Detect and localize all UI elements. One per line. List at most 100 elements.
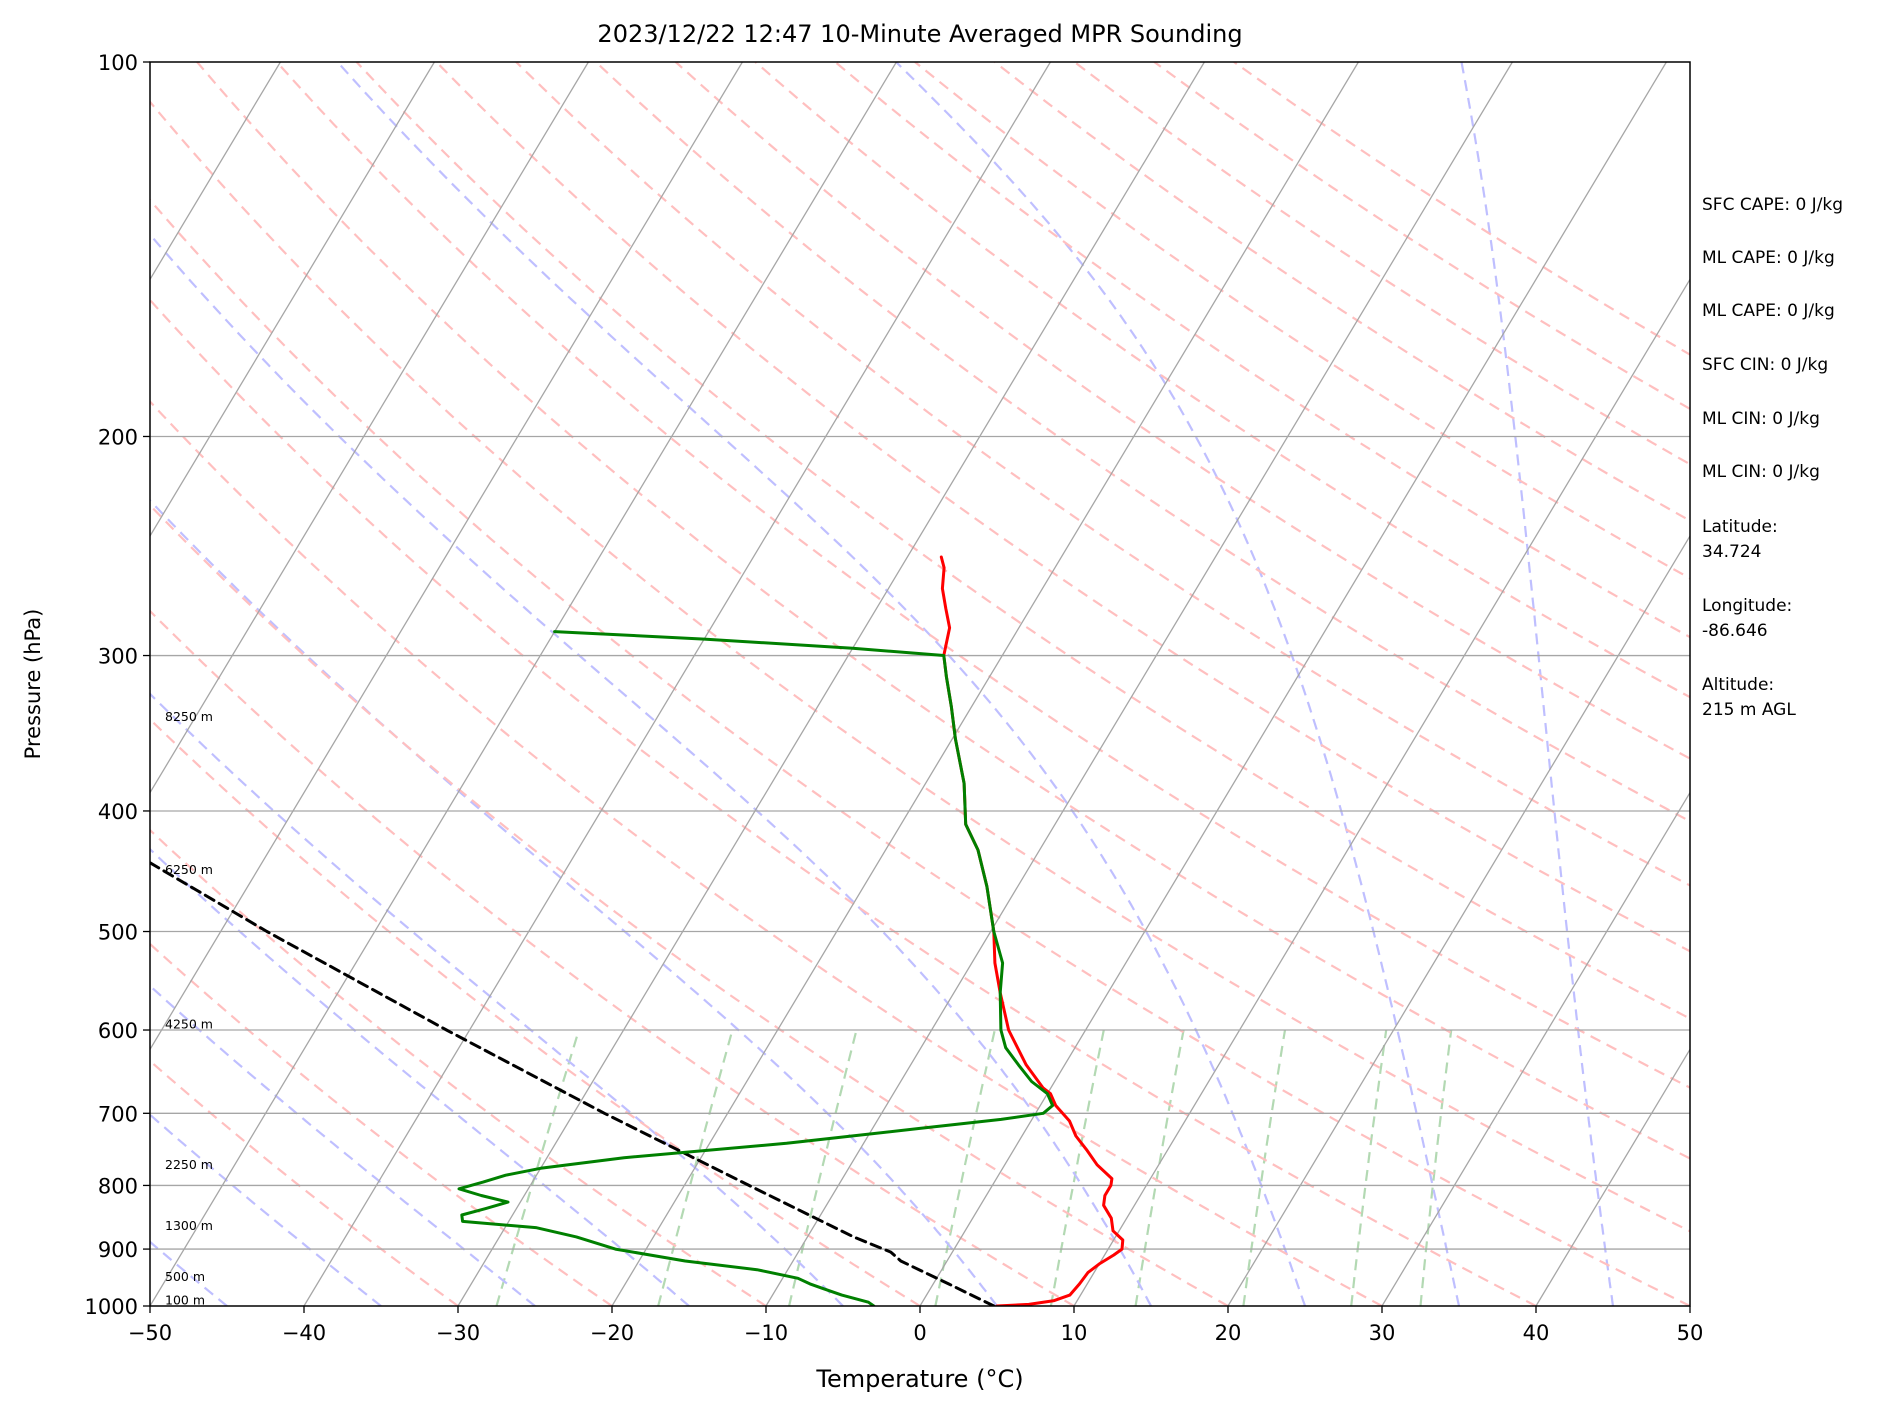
mixing-ratio-line <box>1419 1029 1453 1306</box>
dry-adiabat-line <box>435 62 1690 953</box>
mixing-ratio-line <box>1350 1029 1388 1306</box>
dry-adiabat-line <box>150 198 1690 1306</box>
x-tick-label: 0 <box>913 1321 926 1345</box>
mixing-ratio-line <box>788 1029 858 1306</box>
y-axis-label: Pressure (hPa) <box>21 609 45 760</box>
dry-adiabat-line <box>150 828 767 1306</box>
mixing-ratio-line <box>495 1029 580 1306</box>
parcel-line <box>150 861 996 1306</box>
y-tick-label: 400 <box>98 800 138 824</box>
moist-adiabat-line <box>150 498 998 1306</box>
ml-cape-text: ML CAPE: 0 J/kg <box>1702 248 1835 268</box>
y-axis-ticks: 100 200 300 400 500 600 700 800 900 1000 <box>85 51 150 1319</box>
dry-adiabat-line <box>994 62 1690 522</box>
isotherm-line <box>150 62 435 538</box>
x-tick-label: −30 <box>436 1321 480 1345</box>
dry-adiabat-line <box>150 609 1075 1306</box>
pressure-gridlines <box>150 435 1690 1250</box>
moist-adiabat-line <box>1460 62 1615 1306</box>
height-label: 100 m <box>165 1293 205 1308</box>
isotherm-line <box>457 62 1205 1306</box>
height-label: 1300 m <box>165 1218 213 1233</box>
isotherm-line <box>303 62 1051 1306</box>
moist-adiabat-line <box>150 232 1152 1306</box>
x-tick-label: −20 <box>590 1321 634 1345</box>
dry-adiabat-line <box>150 503 1229 1306</box>
x-tick-label: −10 <box>744 1321 788 1345</box>
y-tick-label: 100 <box>98 51 138 75</box>
y-tick-label: 200 <box>98 425 138 449</box>
sfc-cin-text: SFC CIN: 0 J/kg <box>1702 355 1828 375</box>
longitude-label: Longitude: <box>1702 596 1792 616</box>
x-axis-label: Temperature (°C) <box>815 1365 1023 1393</box>
altitude-value: 215 m AGL <box>1702 700 1796 720</box>
x-tick-label: 40 <box>1523 1321 1550 1345</box>
dry-adiabat-line <box>150 298 1537 1306</box>
ml-cin-text-2: ML CIN: 0 J/kg <box>1702 462 1820 482</box>
height-label: 8250 m <box>165 709 213 724</box>
isotherm-line <box>1381 791 1690 1306</box>
height-labels: 100 m 500 m 1300 m 2250 m 4250 m 6250 m 8250 m <box>165 709 213 1308</box>
isotherm-line <box>765 62 1513 1306</box>
mixing-ratio-line <box>1134 1029 1185 1306</box>
y-tick-label: 700 <box>98 1102 138 1126</box>
ml-cin-text: ML CIN: 0 J/kg <box>1702 409 1820 429</box>
height-label: 500 m <box>165 1269 205 1284</box>
y-tick-label: 300 <box>98 645 138 669</box>
mixing-ratio-line <box>1242 1029 1287 1306</box>
dry-adiabat-line <box>914 62 1690 580</box>
x-tick-label: 10 <box>1061 1321 1088 1345</box>
mixing-ratio-line <box>657 1029 734 1306</box>
isotherm-line <box>150 62 743 1051</box>
latitude-label: Latitude: <box>1702 517 1778 537</box>
parcel-profile <box>150 861 996 1306</box>
side-panel: SFC CAPE: 0 J/kg ML CAPE: 0 J/kg ML CAPE… <box>1702 195 1843 720</box>
dewpoint-profile <box>457 630 1055 1306</box>
isotherm-line <box>919 62 1667 1306</box>
isotherm-line <box>1073 278 1690 1306</box>
height-label: 4250 m <box>165 1017 213 1032</box>
altitude-label: Altitude: <box>1702 675 1774 695</box>
moist-adiabat-line <box>336 62 1307 1306</box>
isotherm-line <box>150 62 281 281</box>
ml-cape-text-2: ML CAPE: 0 J/kg <box>1702 301 1835 321</box>
dry-adiabat-line <box>1233 62 1690 356</box>
mixing-ratio-line <box>1049 1029 1105 1306</box>
dry-adiabat-line <box>674 62 1690 760</box>
latitude-value: 34.724 <box>1702 542 1761 562</box>
plot-area: 100 m 500 m 1300 m 2250 m 4250 m 6250 m 8250 m <box>150 62 1690 1308</box>
dry-adiabat-line <box>1153 62 1690 411</box>
dry-adiabat-line <box>150 100 1690 1233</box>
mixing-ratio-lines <box>495 1029 1453 1306</box>
x-tick-label: −40 <box>282 1321 326 1345</box>
longitude-value: -86.646 <box>1702 621 1768 641</box>
x-tick-label: 50 <box>1677 1321 1704 1345</box>
isotherm-line <box>1227 534 1690 1306</box>
moist-adiabat-line <box>895 62 1461 1306</box>
chart-title: 2023/12/22 12:47 10-Minute Averaged MPR … <box>597 20 1242 48</box>
x-tick-label: 20 <box>1215 1321 1242 1345</box>
height-label: 2250 m <box>165 1157 213 1172</box>
dry-adiabat-line <box>196 62 1690 1160</box>
dry-adiabat-line <box>515 62 1690 887</box>
y-tick-label: 600 <box>98 1019 138 1043</box>
x-tick-label: 30 <box>1369 1321 1396 1345</box>
height-label: 6250 m <box>165 862 213 877</box>
dry-adiabat-line <box>150 399 1383 1306</box>
sfc-cape-text: SFC CAPE: 0 J/kg <box>1702 195 1843 215</box>
dry-adiabat-line <box>595 62 1690 823</box>
y-tick-label: 900 <box>98 1238 138 1262</box>
y-tick-label: 800 <box>98 1174 138 1198</box>
isotherm-line <box>150 62 589 794</box>
isotherms <box>150 62 1690 1306</box>
moist-adiabats <box>150 62 1615 1306</box>
isotherm-line <box>1535 1048 1690 1306</box>
moist-adiabat-line <box>150 692 844 1306</box>
x-axis-ticks: −50 −40 −30 −20 −10 0 10 20 30 40 50 <box>128 1306 1704 1345</box>
x-tick-label: −50 <box>128 1321 172 1345</box>
y-tick-label: 500 <box>98 921 138 945</box>
isotherm-line <box>150 62 897 1306</box>
moist-adiabat-line <box>150 847 690 1306</box>
